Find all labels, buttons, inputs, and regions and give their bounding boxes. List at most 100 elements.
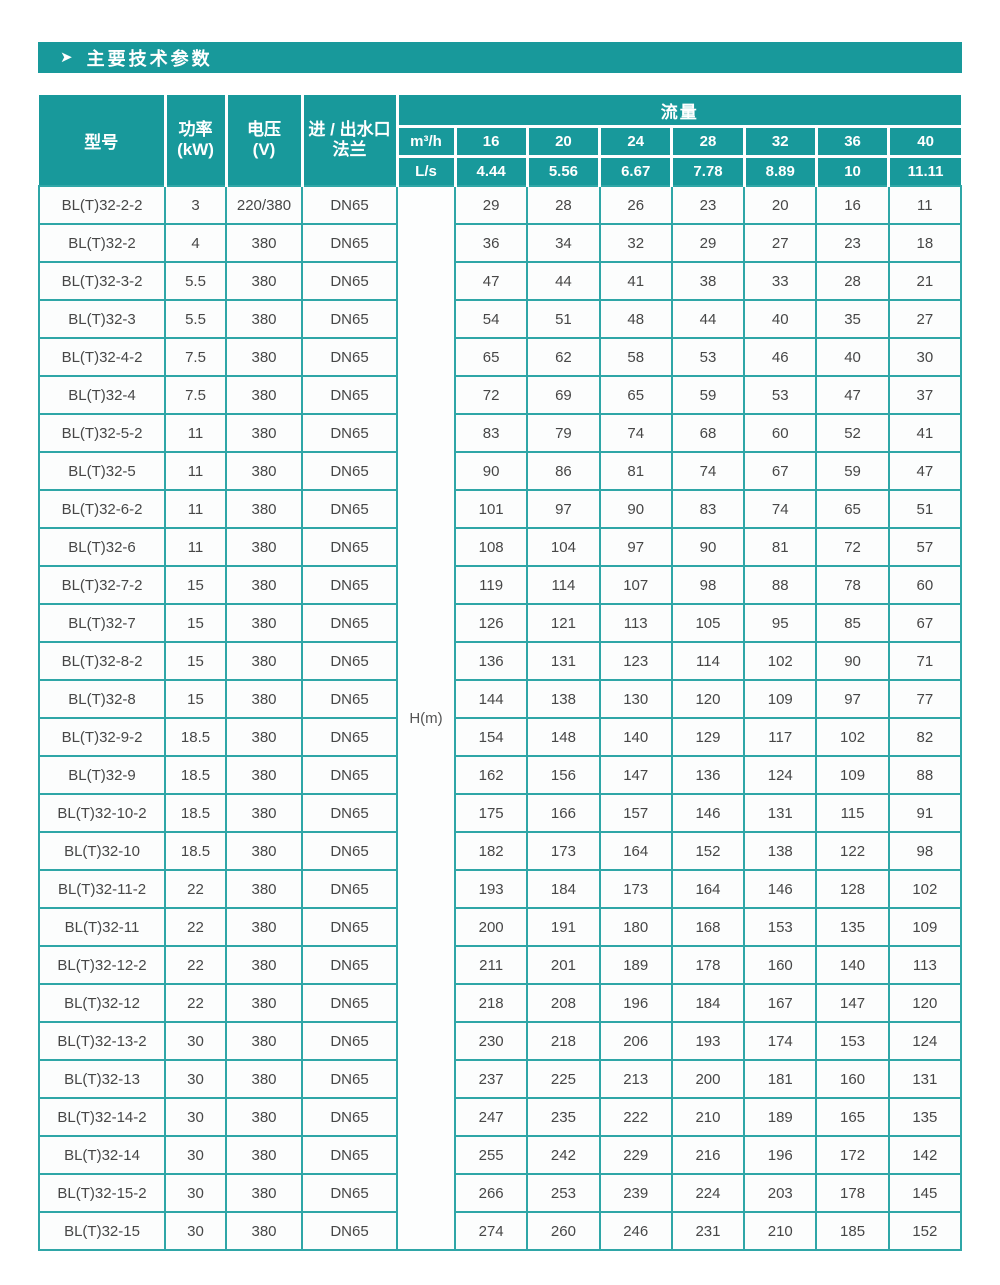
cell-flow-value: 225 bbox=[526, 1059, 601, 1099]
cell-flow-value: 152 bbox=[670, 831, 746, 871]
flow-col-header: 20 bbox=[527, 125, 602, 157]
cell-flange: DN65 bbox=[301, 983, 398, 1023]
cell-flow-value: 47 bbox=[815, 375, 890, 415]
cell-power: 22 bbox=[164, 983, 227, 1023]
cell-flange: DN65 bbox=[301, 489, 398, 529]
table-row: BL(T)32-6-2 11 380 DN65 101 97 90 83 74 65 51 bbox=[38, 489, 963, 529]
cell-flow-value: 193 bbox=[670, 1021, 746, 1061]
cell-flow-value: 26 bbox=[598, 185, 673, 225]
flow-col-header: 10 bbox=[816, 155, 891, 186]
cell-flow-value: 138 bbox=[526, 679, 601, 719]
flow-col-header: 40 bbox=[888, 125, 961, 157]
cell-flow-value: 90 bbox=[815, 641, 890, 681]
cell-power: 3 bbox=[164, 185, 227, 225]
cell-flow-value: 157 bbox=[598, 793, 673, 833]
cell-flow-value: 72 bbox=[453, 375, 529, 415]
table-row: BL(T)32-10-2 18.5 380 DN65 175 166 157 146 131 11… bbox=[38, 793, 963, 833]
cell-voltage: 380 bbox=[225, 1211, 303, 1251]
cell-flow-value: 29 bbox=[453, 185, 529, 225]
cell-model: BL(T)32-11 bbox=[38, 907, 166, 947]
cell-flow-value: 140 bbox=[598, 717, 673, 757]
cell-flange: DN65 bbox=[301, 375, 398, 415]
cell-flange: DN65 bbox=[301, 1097, 398, 1137]
cell-flow-value: 135 bbox=[815, 907, 890, 947]
cell-flange: DN65 bbox=[301, 603, 398, 643]
flow-col-header: 24 bbox=[599, 125, 674, 157]
cell-flange: DN65 bbox=[301, 1211, 398, 1251]
cell-model: BL(T)32-14-2 bbox=[38, 1097, 166, 1137]
cell-flow-value: 274 bbox=[453, 1211, 529, 1251]
cell-flow-value: 266 bbox=[453, 1173, 529, 1213]
table-body: BL(T)32-2-2 3 220/380 DN65 H(m) 29 28 26 23 20 16 1… bbox=[38, 185, 963, 1251]
cell-flow-value: 247 bbox=[453, 1097, 529, 1137]
table-row: BL(T)32-4-2 7.5 380 DN65 65 62 58 53 46 40 30 bbox=[38, 337, 963, 377]
cell-flow-value: 211 bbox=[453, 945, 529, 985]
cell-flow-value: 16 bbox=[815, 185, 890, 225]
cell-flow-value: 180 bbox=[598, 907, 673, 947]
cell-flange: DN65 bbox=[301, 1059, 398, 1099]
cell-flow-value: 140 bbox=[815, 945, 890, 985]
cell-model: BL(T)32-6-2 bbox=[38, 489, 166, 529]
flow-col-header: 7.78 bbox=[671, 155, 746, 186]
cell-flow-value: 109 bbox=[887, 907, 963, 947]
cell-voltage: 380 bbox=[225, 261, 303, 301]
cell-flow-value: 59 bbox=[815, 451, 890, 491]
cell-model: BL(T)32-14 bbox=[38, 1135, 166, 1175]
cell-flow-value: 67 bbox=[887, 603, 963, 643]
cell-model: BL(T)32-9-2 bbox=[38, 717, 166, 757]
cell-power: 5.5 bbox=[164, 299, 227, 339]
cell-model: BL(T)32-7-2 bbox=[38, 565, 166, 605]
cell-flow-value: 60 bbox=[887, 565, 963, 605]
cell-power: 7.5 bbox=[164, 337, 227, 377]
cell-flow-value: 20 bbox=[743, 185, 818, 225]
cell-flow-value: 185 bbox=[815, 1211, 890, 1251]
cell-flow-value: 117 bbox=[743, 717, 818, 757]
cell-power: 18.5 bbox=[164, 831, 227, 871]
cell-flow-value: 28 bbox=[526, 185, 601, 225]
cell-power: 11 bbox=[164, 489, 227, 529]
cell-flow-value: 83 bbox=[670, 489, 746, 529]
cell-flow-value: 174 bbox=[743, 1021, 818, 1061]
cell-model: BL(T)32-3 bbox=[38, 299, 166, 339]
cell-flow-value: 74 bbox=[743, 489, 818, 529]
cell-model: BL(T)32-5-2 bbox=[38, 413, 166, 453]
cell-flow-value: 184 bbox=[526, 869, 601, 909]
unit-label-m3h: m³/h bbox=[397, 125, 457, 157]
cell-flange: DN65 bbox=[301, 755, 398, 795]
cell-power: 30 bbox=[164, 1021, 227, 1061]
arrow-icon: ➤ bbox=[60, 49, 73, 66]
cell-flow-value: 53 bbox=[670, 337, 746, 377]
flow-col-header: 16 bbox=[455, 125, 529, 157]
cell-flow-value: 235 bbox=[526, 1097, 601, 1137]
cell-flow-value: 135 bbox=[887, 1097, 963, 1137]
cell-power: 4 bbox=[164, 223, 227, 263]
cell-flow-value: 138 bbox=[743, 831, 818, 871]
cell-power: 30 bbox=[164, 1097, 227, 1137]
cell-flow-value: 82 bbox=[887, 717, 963, 757]
cell-flow-value: 253 bbox=[526, 1173, 601, 1213]
cell-flow-value: 172 bbox=[815, 1135, 890, 1175]
cell-flow-value: 178 bbox=[670, 945, 746, 985]
cell-flow-value: 90 bbox=[598, 489, 673, 529]
cell-flow-value: 130 bbox=[598, 679, 673, 719]
cell-model: BL(T)32-15-2 bbox=[38, 1173, 166, 1213]
cell-flow-value: 168 bbox=[670, 907, 746, 947]
cell-flange: DN65 bbox=[301, 907, 398, 947]
cell-voltage: 380 bbox=[225, 1097, 303, 1137]
cell-power: 15 bbox=[164, 565, 227, 605]
cell-flow-value: 41 bbox=[887, 413, 963, 453]
cell-flow-value: 153 bbox=[815, 1021, 890, 1061]
cell-flow-value: 81 bbox=[743, 527, 818, 567]
cell-model: BL(T)32-7 bbox=[38, 603, 166, 643]
cell-flow-value: 115 bbox=[815, 793, 890, 833]
cell-model: BL(T)32-4-2 bbox=[38, 337, 166, 377]
cell-flow-value: 242 bbox=[526, 1135, 601, 1175]
cell-flow-value: 122 bbox=[815, 831, 890, 871]
cell-flow-value: 97 bbox=[598, 527, 673, 567]
cell-flow-value: 136 bbox=[453, 641, 529, 681]
cell-model: BL(T)32-10 bbox=[38, 831, 166, 871]
cell-voltage: 380 bbox=[225, 489, 303, 529]
cell-voltage: 220/380 bbox=[225, 185, 303, 225]
cell-flow-value: 85 bbox=[815, 603, 890, 643]
cell-flow-value: 78 bbox=[815, 565, 890, 605]
